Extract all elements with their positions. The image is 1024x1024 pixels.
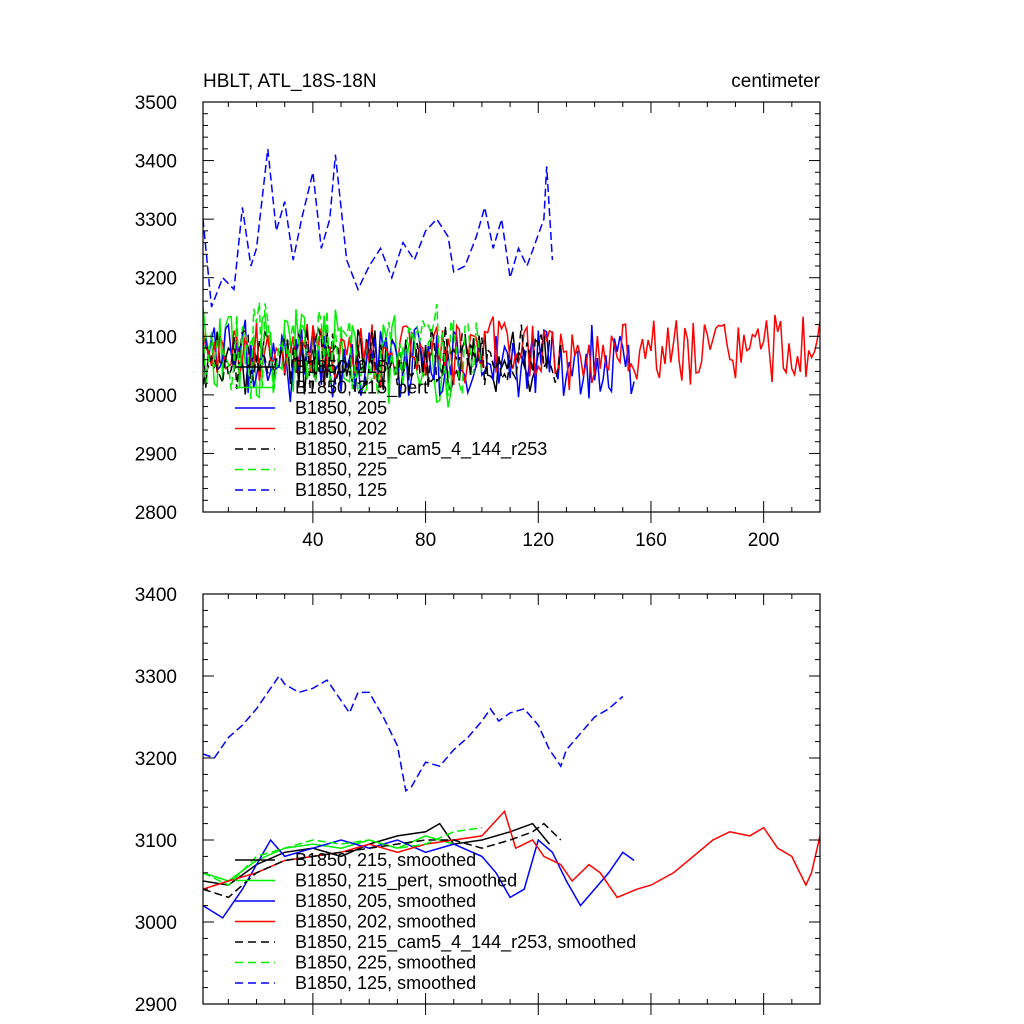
legend-label-5: B1850, 215_cam5_4_144_r253 xyxy=(295,439,547,460)
plot-frame xyxy=(202,593,821,1005)
y-tick-label: 3000 xyxy=(135,386,177,407)
y-tick-label: 3400 xyxy=(135,585,177,606)
bottom-panel: 2900 3000 3100 3200 3300 3400 B1850, 215, smoo… xyxy=(135,585,821,1016)
series-line-7 xyxy=(203,148,554,308)
legend-label-7: B1850, 125 xyxy=(295,480,387,500)
y-tick-label: 2800 xyxy=(135,503,177,524)
top-panel: HBLT, ATL_18S-18N centimeter 2800 2900 300… xyxy=(135,71,821,551)
y-tick-label: 3300 xyxy=(135,667,177,688)
y-tick-label: 3000 xyxy=(135,913,177,934)
top-units: centimeter xyxy=(731,71,820,92)
y-tick-label: 3400 xyxy=(135,152,177,173)
legend-label-7: B1850, 125, smoothed xyxy=(295,973,476,993)
legend-label-1: B1850, 215 xyxy=(295,357,387,377)
y-tick-label: 2900 xyxy=(135,995,177,1016)
y-tick-label: 3300 xyxy=(135,210,177,231)
legend-label-6: B1850, 225 xyxy=(295,460,387,480)
series-line-6 xyxy=(203,302,483,400)
top-title: HBLT, ATL_18S-18N xyxy=(203,71,377,92)
x-tick-label: 160 xyxy=(635,530,667,551)
series-line-6 xyxy=(203,826,483,887)
legend-label-2: B1850, 215_pert xyxy=(295,378,428,399)
x-tick-label: 80 xyxy=(415,530,436,551)
series-line-3 xyxy=(203,838,635,919)
legend-label-3: B1850, 205 xyxy=(295,398,387,418)
legend-label-5: B1850, 215_cam5_4_144_r253, smoothed xyxy=(295,932,636,953)
legend-label-2: B1850, 215_pert, smoothed xyxy=(295,871,517,892)
y-tick-label: 2900 xyxy=(135,444,177,465)
y-tick-label: 3100 xyxy=(135,327,177,348)
legend-label-4: B1850, 202, smoothed xyxy=(295,912,476,932)
legend-label-1: B1850, 215, smoothed xyxy=(295,850,476,870)
x-tick-label: 40 xyxy=(302,530,323,551)
series-line-5 xyxy=(203,822,562,899)
y-tick-label: 3100 xyxy=(135,831,177,852)
legend-label-4: B1850, 202 xyxy=(295,419,387,439)
series-line-7 xyxy=(203,674,624,793)
plot-frame xyxy=(202,101,821,513)
y-tick-label: 3200 xyxy=(135,269,177,290)
legend-label-6: B1850, 225, smoothed xyxy=(295,953,476,973)
x-tick-label: 200 xyxy=(748,530,780,551)
series-line-4 xyxy=(203,809,820,899)
legend-label-3: B1850, 205, smoothed xyxy=(295,891,476,911)
x-tick-label: 120 xyxy=(522,530,554,551)
y-tick-label: 3200 xyxy=(135,749,177,770)
y-tick-label: 3500 xyxy=(135,93,177,114)
